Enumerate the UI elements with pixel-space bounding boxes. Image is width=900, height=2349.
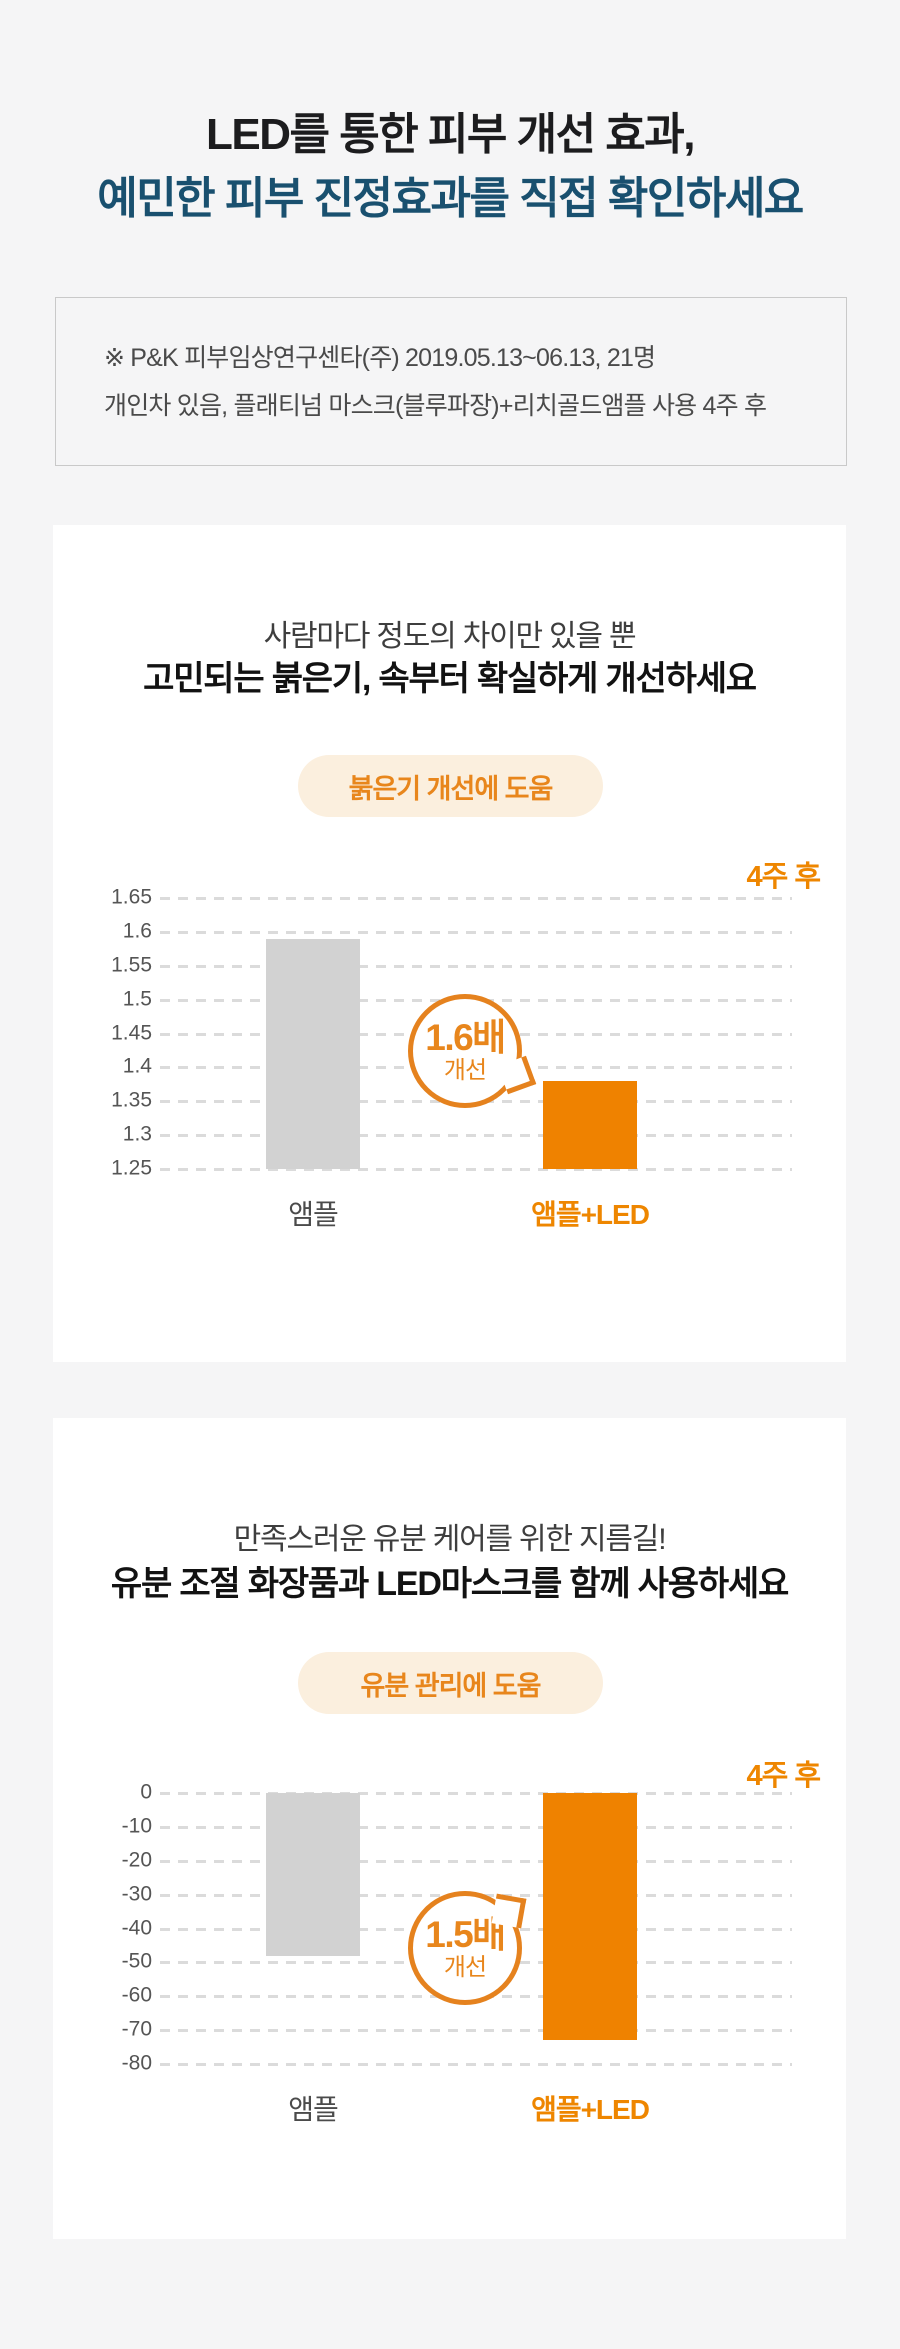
y-axis-tick-label: 1.25 (111, 1156, 152, 1180)
y-axis-tick-label: -50 (121, 1949, 152, 1973)
annotation-multiplier: 1.6배 (425, 1016, 506, 1058)
annotation-bubble: 1.6배 개선 (408, 994, 522, 1108)
y-axis-tick-label: -40 (121, 1916, 152, 1940)
y-axis-tick-label: -60 (121, 1983, 152, 2007)
y-axis-tick-label: -20 (121, 1848, 152, 1872)
category-label: 앰플+LED (531, 1199, 650, 1230)
y-axis-tick-label: -30 (121, 1882, 152, 1906)
y-axis-tick-label: -80 (121, 2051, 152, 2075)
category-label: 앰플 (288, 2094, 339, 2125)
y-axis-tick-label: 1.5 (122, 987, 152, 1011)
gridline (160, 1825, 792, 1829)
bar-ampoule (266, 938, 360, 1169)
annotation-caption: 개선 (443, 1953, 487, 1981)
redness-badge: 붉은기 개선에 도움 (298, 755, 603, 817)
bar-ampoule-led (543, 1793, 637, 2041)
redness-section-subtitle: 사람마다 정도의 차이만 있을 뿐 (263, 620, 637, 653)
bar-ampoule (266, 1793, 360, 1956)
category-label: 앰플+LED (531, 2094, 650, 2125)
sebum-bar-chart: 0 -10 -20 -30 -40 -50 -60 -70 -80 앰플 앰플+LED 1.5배 개선 (53, 1418, 846, 2239)
sebum-section-card: 만족스러운 유분 케어를 위한 지름길! 유분 조절 화장품과 LED마스크를 … (53, 1418, 846, 2239)
annotation-caption: 개선 (443, 1056, 487, 1084)
gridline (160, 930, 792, 934)
gridline (160, 964, 792, 968)
y-axis-tick-label: 1.4 (122, 1054, 152, 1078)
y-axis-tick-label: 1.55 (111, 953, 152, 977)
redness-section-card: 사람마다 정도의 차이만 있을 뿐 고민되는 붉은기, 속부터 확실하게 개선하… (53, 525, 846, 1362)
gridline (160, 1859, 792, 1863)
y-axis-tick-label: 1.65 (111, 885, 152, 909)
y-axis-tick-label: 1.35 (111, 1088, 152, 1112)
bubble-tail (491, 1893, 527, 1929)
disclaimer-line1: ※ P&K 피부임상연구센타(주) 2019.05.13~06.13, 21명 (104, 344, 656, 372)
sebum-badge-label: 유분 관리에 도움 (360, 1670, 542, 1701)
category-label: 앰플 (288, 1199, 339, 1230)
gridline (160, 1792, 792, 1795)
sebum-badge: 유분 관리에 도움 (298, 1652, 603, 1714)
y-axis-tick-label: 1.3 (122, 1122, 152, 1146)
period-label-sebum: 4주 후 (746, 1760, 821, 1792)
redness-badge-label: 붉은기 개선에 도움 (348, 773, 554, 804)
y-axis-tick-label: 1.6 (122, 919, 152, 943)
gridline (160, 1168, 792, 1171)
bar-ampoule-led (543, 1080, 637, 1169)
gridline (160, 2063, 792, 2066)
y-axis-tick-label: -10 (121, 1814, 152, 1838)
redness-section-title: 고민되는 붉은기, 속부터 확실하게 개선하세요 (143, 660, 757, 698)
disclaimer-line2: 개인차 있음, 플래티넘 마스크(블루파장)+리치골드앰플 사용 4주 후 (104, 392, 767, 420)
y-axis-tick-label: 0 (140, 1780, 152, 1804)
y-axis-tick-label: -70 (121, 2017, 152, 2041)
disclaimer-box: ※ P&K 피부임상연구센타(주) 2019.05.13~06.13, 21명 … (55, 297, 847, 466)
gridline (160, 1134, 792, 1138)
gridline (160, 2029, 792, 2033)
redness-bar-chart: 1.65 1.6 1.55 1.5 1.45 1.4 1.35 1.3 1.25 앰플 앰플+LED… (53, 525, 846, 1362)
y-axis-tick-label: 1.45 (111, 1021, 152, 1045)
gridline (160, 897, 792, 900)
page-title-line2: 예민한 피부 진정효과를 직접 확인하세요 (97, 174, 804, 223)
period-label-redness: 4주 후 (746, 861, 821, 893)
sebum-section-title: 유분 조절 화장품과 LED마스크를 함께 사용하세요 (110, 1565, 789, 1603)
page-title-line1: LED를 통한 피부 개선 효과, (206, 110, 695, 159)
sebum-section-subtitle: 만족스러운 유분 케어를 위한 지름길! (233, 1523, 667, 1556)
